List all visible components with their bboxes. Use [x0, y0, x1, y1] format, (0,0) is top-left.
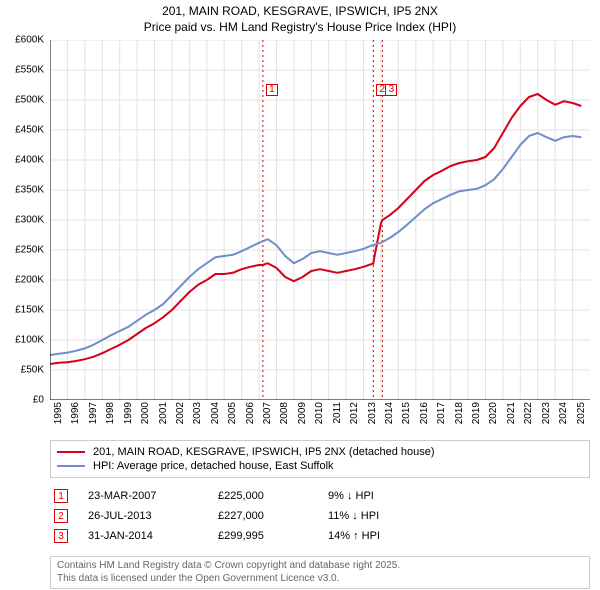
legend-swatch: [57, 465, 85, 467]
x-tick-label: 2013: [367, 402, 378, 424]
event-delta: 11% ↓ HPI: [328, 510, 438, 522]
x-tick-label: 2010: [314, 402, 325, 424]
event-marker-icon: 3: [54, 529, 68, 543]
x-tick-label: 2016: [419, 402, 430, 424]
x-tick-label: 2004: [210, 402, 221, 424]
y-tick-label: £550K: [15, 65, 44, 76]
event-delta: 9% ↓ HPI: [328, 490, 438, 502]
x-tick-label: 1996: [70, 402, 81, 424]
x-tick-label: 2023: [541, 402, 552, 424]
event-date: 26-JUL-2013: [88, 510, 218, 522]
title-line-1: 201, MAIN ROAD, KESGRAVE, IPSWICH, IP5 2…: [0, 4, 600, 20]
x-tick-label: 2002: [175, 402, 186, 424]
event-marker-flag: 1: [266, 84, 278, 96]
event-price: £227,000: [218, 510, 328, 522]
x-tick-label: 2024: [558, 402, 569, 424]
legend-label: HPI: Average price, detached house, East…: [93, 460, 334, 472]
chart-title: 201, MAIN ROAD, KESGRAVE, IPSWICH, IP5 2…: [0, 0, 600, 35]
legend-item: HPI: Average price, detached house, East…: [57, 459, 583, 473]
x-axis: 1995 1996 1997 1998 1999 2000 2001 2002 2003 2004…: [50, 400, 590, 440]
x-tick-label: 1995: [53, 402, 64, 424]
event-row: 1 23-MAR-2007 £225,000 9% ↓ HPI: [50, 486, 590, 506]
series-hpi: [50, 133, 581, 355]
x-tick-label: 2009: [297, 402, 308, 424]
x-tick-label: 2008: [279, 402, 290, 424]
y-tick-label: £0: [33, 395, 44, 406]
x-tick-label: 2003: [192, 402, 203, 424]
plot-area: 123: [50, 40, 590, 400]
x-tick-label: 2019: [471, 402, 482, 424]
events-table: 1 23-MAR-2007 £225,000 9% ↓ HPI 2 26-JUL…: [50, 486, 590, 546]
title-line-2: Price paid vs. HM Land Registry's House …: [0, 20, 600, 36]
chart-svg: [50, 40, 590, 400]
x-tick-label: 2015: [401, 402, 412, 424]
y-tick-label: £150K: [15, 305, 44, 316]
event-price: £225,000: [218, 490, 328, 502]
series-group: [50, 94, 581, 364]
y-tick-label: £450K: [15, 125, 44, 136]
x-tick-label: 2018: [454, 402, 465, 424]
event-date: 23-MAR-2007: [88, 490, 218, 502]
y-tick-label: £350K: [15, 185, 44, 196]
x-tick-label: 2000: [140, 402, 151, 424]
footer-attribution: Contains HM Land Registry data © Crown c…: [50, 556, 590, 589]
legend-label: 201, MAIN ROAD, KESGRAVE, IPSWICH, IP5 2…: [93, 446, 435, 458]
y-tick-label: £600K: [15, 35, 44, 46]
y-tick-label: £300K: [15, 215, 44, 226]
x-tick-label: 2021: [506, 402, 517, 424]
y-tick-label: £250K: [15, 245, 44, 256]
y-tick-label: £50K: [21, 365, 44, 376]
event-price: £299,995: [218, 530, 328, 542]
y-tick-label: £200K: [15, 275, 44, 286]
x-tick-label: 1998: [105, 402, 116, 424]
y-tick-label: £100K: [15, 335, 44, 346]
y-axis: £0£50K£100K£150K£200K£250K£300K£350K£400…: [0, 40, 48, 400]
x-tick-label: 2006: [245, 402, 256, 424]
x-tick-label: 2005: [227, 402, 238, 424]
legend: 201, MAIN ROAD, KESGRAVE, IPSWICH, IP5 2…: [50, 440, 590, 478]
event-marker-flag: 3: [385, 84, 397, 96]
y-tick-label: £500K: [15, 95, 44, 106]
x-tick-label: 2025: [576, 402, 587, 424]
legend-swatch: [57, 451, 85, 453]
x-tick-label: 2011: [332, 402, 343, 424]
legend-item: 201, MAIN ROAD, KESGRAVE, IPSWICH, IP5 2…: [57, 445, 583, 459]
series-price_paid: [50, 94, 581, 364]
event-delta: 14% ↑ HPI: [328, 530, 438, 542]
gridlines: [50, 40, 590, 400]
event-marker-icon: 1: [54, 489, 68, 503]
footer-line-2: This data is licensed under the Open Gov…: [57, 573, 583, 586]
x-tick-label: 2001: [158, 402, 169, 424]
event-date: 31-JAN-2014: [88, 530, 218, 542]
x-tick-label: 2020: [488, 402, 499, 424]
event-row: 3 31-JAN-2014 £299,995 14% ↑ HPI: [50, 526, 590, 546]
x-tick-label: 2007: [262, 402, 273, 424]
event-row: 2 26-JUL-2013 £227,000 11% ↓ HPI: [50, 506, 590, 526]
x-tick-label: 2012: [349, 402, 360, 424]
x-tick-label: 1999: [123, 402, 134, 424]
x-tick-label: 2017: [436, 402, 447, 424]
chart-container: 201, MAIN ROAD, KESGRAVE, IPSWICH, IP5 2…: [0, 0, 600, 590]
x-tick-label: 1997: [88, 402, 99, 424]
x-tick-label: 2022: [523, 402, 534, 424]
x-tick-label: 2014: [384, 402, 395, 424]
event-marker-icon: 2: [54, 509, 68, 523]
footer-line-1: Contains HM Land Registry data © Crown c…: [57, 560, 583, 573]
y-tick-label: £400K: [15, 155, 44, 166]
